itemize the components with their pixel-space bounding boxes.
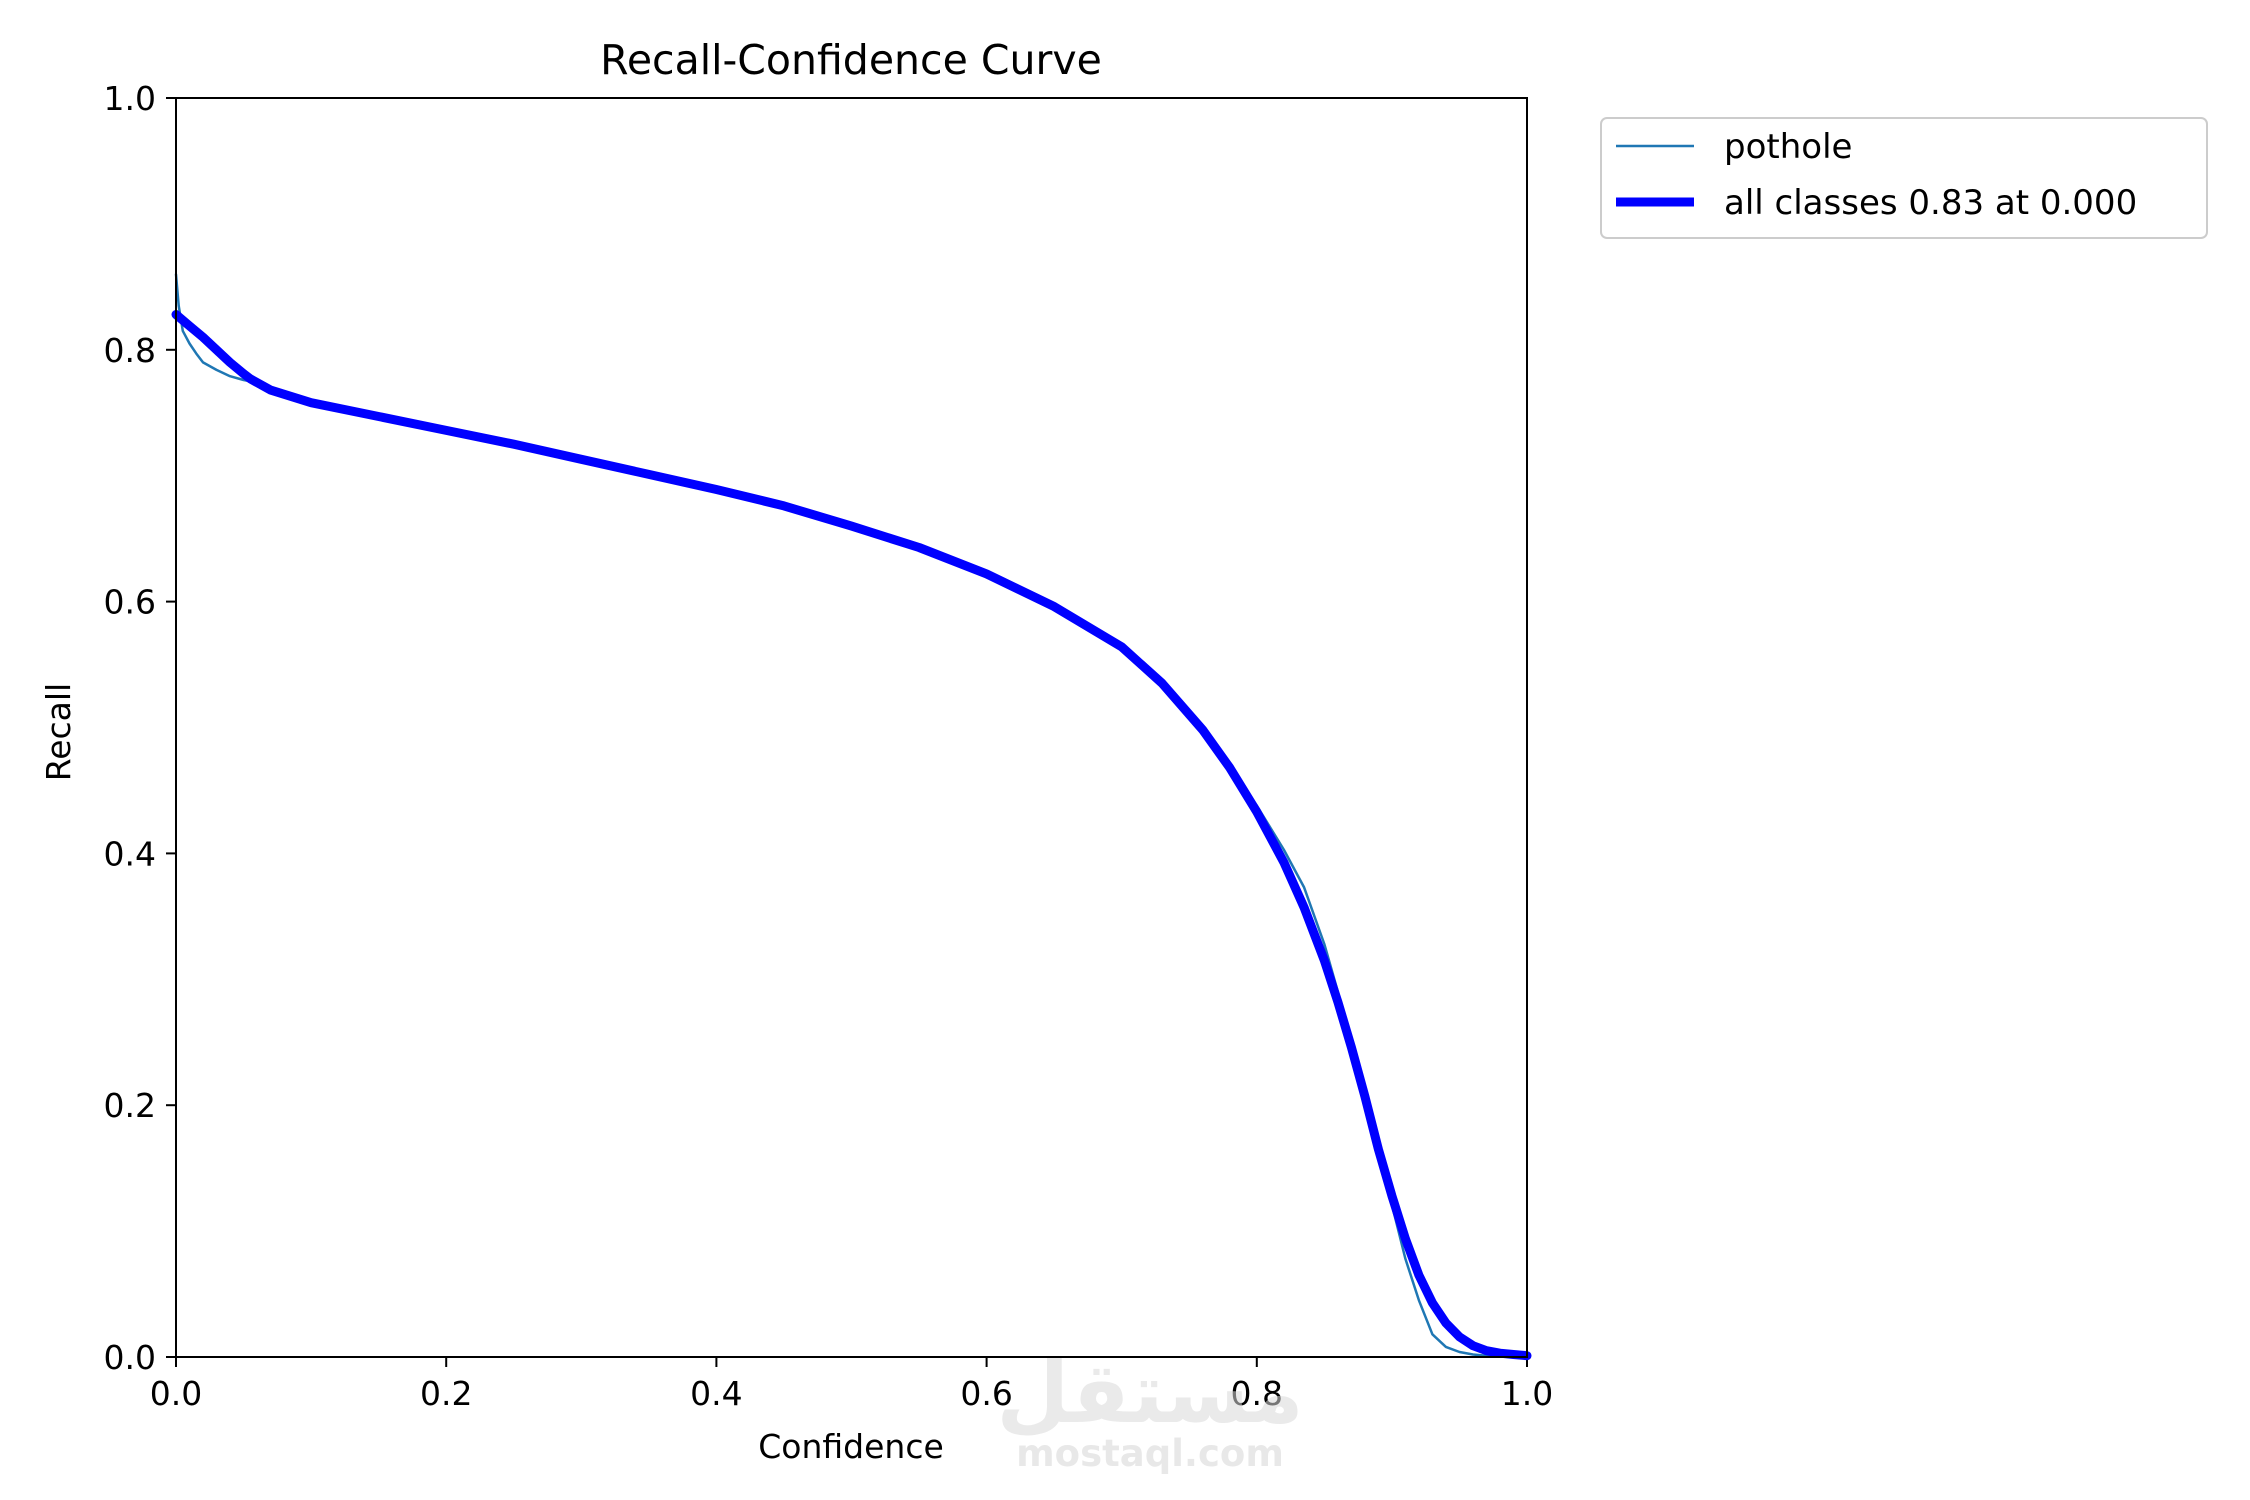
y-ticks: 0.0 0.2 0.4 0.6 0.8 1.0	[104, 79, 176, 1377]
watermark: مستقل mostaql.com	[996, 1344, 1303, 1475]
series-line-pothole	[174, 273, 1529, 1359]
legend: pothole all classes 0.83 at 0.000	[1600, 117, 2208, 239]
x-tick-label: 0.2	[420, 1374, 472, 1413]
x-ticks: 0.0 0.2 0.4 0.6 0.8 1.0	[150, 1357, 1553, 1413]
legend-box	[1600, 117, 2208, 239]
legend-label-pothole: pothole	[1724, 127, 1852, 167]
y-tick-label: 0.0	[104, 1338, 156, 1377]
x-axis-title: Confidence	[758, 1427, 944, 1466]
legend-label-all-classes: all classes 0.83 at 0.000	[1724, 183, 2137, 223]
x-tick-label: 1.0	[1501, 1374, 1553, 1413]
y-axis-title: Recall	[39, 683, 78, 781]
y-tick-label: 0.2	[104, 1086, 156, 1125]
y-tick-label: 1.0	[104, 79, 156, 118]
x-tick-label: 0.4	[690, 1374, 742, 1413]
series-lines	[171, 273, 1532, 1361]
watermark-arabic: مستقل	[996, 1344, 1303, 1442]
series-line-all-classes	[171, 310, 1532, 1361]
y-tick-label: 0.8	[104, 331, 156, 370]
x-tick-label: 0.8	[1231, 1374, 1283, 1413]
watermark-latin: mostaql.com	[1016, 1432, 1284, 1475]
x-tick-label: 0.0	[150, 1374, 202, 1413]
chart-title: Recall-Confidence Curve	[600, 36, 1102, 84]
y-tick-label: 0.6	[104, 583, 156, 622]
plot-frame	[175, 97, 1528, 1358]
y-tick-label: 0.4	[104, 834, 156, 873]
x-tick-label: 0.6	[960, 1374, 1012, 1413]
